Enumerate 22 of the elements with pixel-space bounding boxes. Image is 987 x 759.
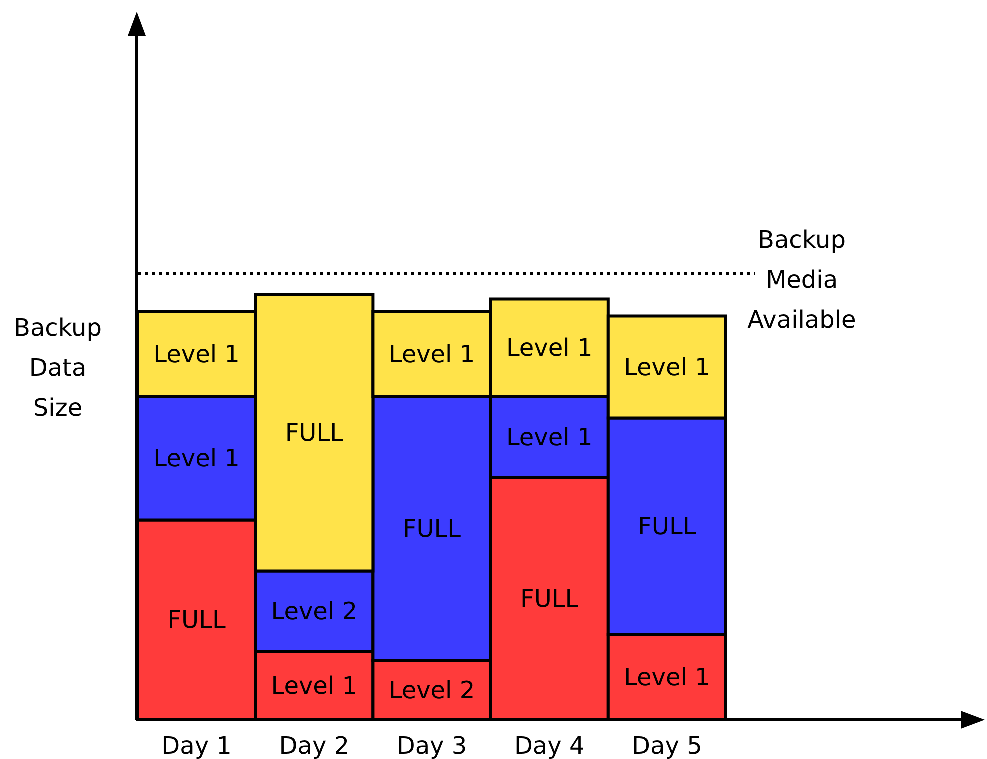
annotation: Level 1 (506, 334, 593, 362)
x-tick-label: Day 4 (514, 732, 585, 759)
annotation: FULL (520, 584, 580, 613)
annotation: Level 2 (388, 676, 476, 704)
annotation: Level 1 (154, 340, 240, 368)
annotation: FULL (168, 606, 226, 634)
x-tick-label: Day 5 (632, 732, 702, 759)
annotation: Level 1 (624, 664, 710, 692)
annotation: Level 1 (388, 340, 476, 368)
annotation: Level 1 (624, 353, 710, 382)
x-tick-label: Day 3 (396, 732, 468, 759)
y-axis-title: Backup Data Size (14, 314, 102, 422)
annotation: Level 1 (506, 423, 593, 452)
annotation: FULL (402, 514, 462, 543)
annotation: Level 1 (154, 444, 240, 473)
annotation: Level 2 (271, 598, 358, 626)
ref-line-label: Backup Media Available (748, 226, 856, 334)
annotation: FULL (285, 419, 344, 448)
annotation: Level 1 (271, 672, 358, 700)
annotation: FULL (638, 512, 697, 541)
x-tick-label: Day 1 (162, 732, 232, 759)
x-tick-label: Day 2 (279, 732, 350, 759)
